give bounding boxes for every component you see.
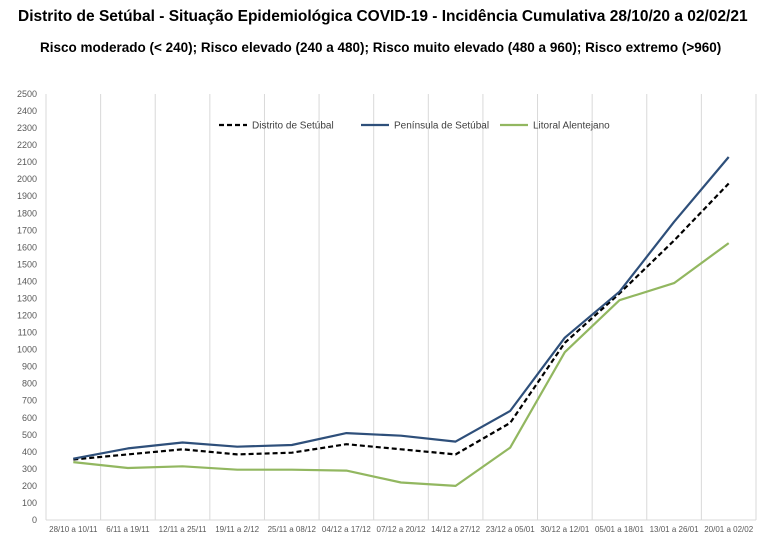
y-tick-label: 2300: [17, 123, 37, 133]
chart-title: Distrito de Setúbal - Situação Epidemiol…: [18, 8, 748, 25]
y-tick-label: 1100: [18, 328, 37, 338]
y-tick-label: 700: [22, 396, 37, 406]
x-tick-label: 07/12 a 20/12: [377, 525, 426, 534]
y-tick-label: 1000: [17, 345, 37, 355]
x-tick-label: 25/11 a 08/12: [268, 525, 317, 534]
x-tick-label: 04/12 a 17/12: [322, 525, 371, 534]
y-tick-label: 800: [22, 379, 37, 389]
y-tick-label: 500: [22, 430, 37, 440]
y-tick-label: 900: [22, 362, 37, 372]
legend-label-1: Distrito de Setúbal: [252, 121, 334, 132]
legend-label-3: Litoral Alentejano: [533, 121, 610, 132]
legend-label-2: Península de Setúbal: [394, 121, 489, 132]
series-line-3: [73, 242, 730, 487]
y-tick-label: 1300: [17, 293, 37, 303]
x-tick-label: 12/11 a 25/11: [159, 525, 207, 534]
y-tick-label: 2000: [17, 174, 37, 184]
chart-subtitle: Risco moderado (< 240); Risco elevado (2…: [40, 40, 722, 55]
x-tick-label: 13/01 a 26/01: [650, 525, 699, 534]
series-line-2: [73, 156, 730, 460]
y-tick-label: 600: [22, 413, 37, 423]
x-tick-label: 28/10 a 10/11: [49, 525, 98, 534]
y-tick-label: 2100: [17, 157, 37, 167]
y-tick-label: 200: [22, 481, 37, 491]
y-tick-label: 2200: [17, 140, 37, 150]
x-tick-label: 6/11 a 19/11: [106, 525, 150, 534]
x-tick-label: 30/12 a 12/01: [540, 525, 589, 534]
x-tick-label: 23/12 a 05/01: [486, 525, 535, 534]
series-line-1: [73, 182, 730, 461]
y-tick-label: 2500: [17, 89, 37, 99]
y-tick-label: 2400: [17, 106, 37, 116]
y-tick-label: 1900: [17, 191, 37, 201]
y-tick-label: 0: [32, 515, 37, 525]
y-tick-label: 400: [22, 447, 37, 457]
y-tick-label: 1400: [17, 276, 37, 286]
y-tick-label: 1600: [17, 242, 37, 252]
x-tick-label: 05/01 a 18/01: [595, 525, 644, 534]
y-tick-label: 1800: [17, 208, 37, 218]
x-tick-label: 14/12 a 27/12: [431, 525, 480, 534]
y-tick-label: 1200: [17, 311, 37, 321]
y-tick-label: 1700: [17, 225, 37, 235]
x-tick-label: 19/11 a 2/12: [215, 525, 259, 534]
y-tick-label: 300: [22, 464, 37, 474]
y-tick-label: 100: [22, 498, 37, 508]
y-tick-label: 1500: [17, 259, 37, 269]
x-tick-label: 20/01 a 02/02: [704, 525, 753, 534]
